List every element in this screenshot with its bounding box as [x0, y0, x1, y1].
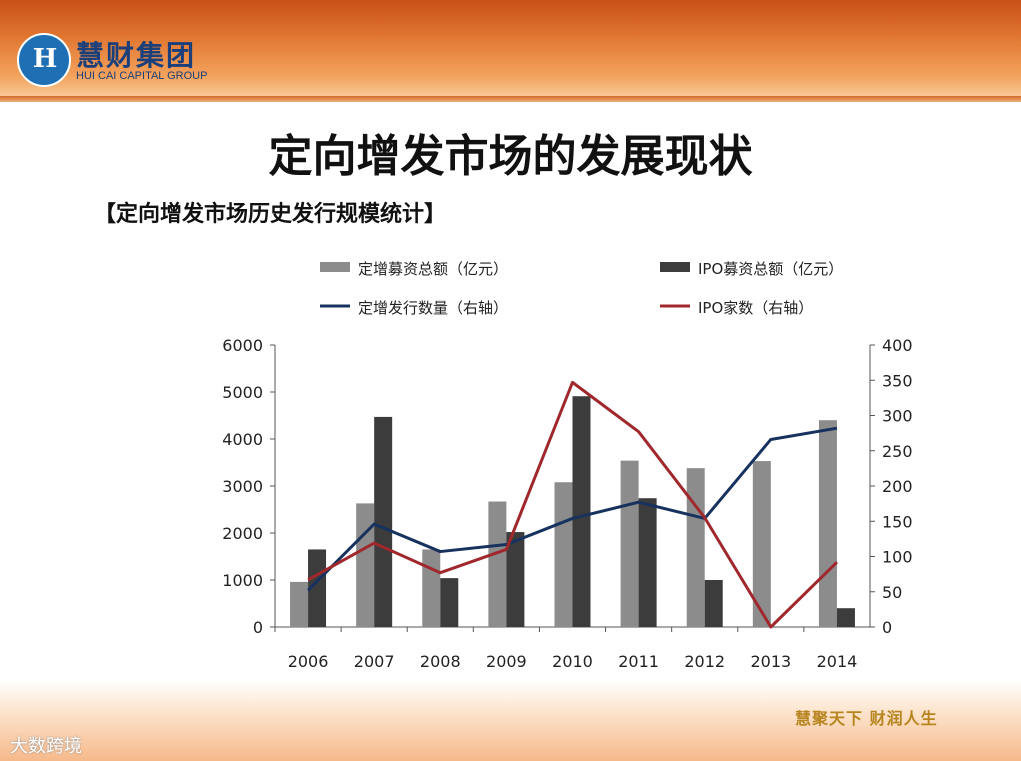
x-tick-label: 2006	[288, 652, 329, 671]
y-left-tick-label: 4000	[222, 430, 263, 449]
bar-private-placement	[818, 420, 837, 627]
bar-private-placement	[290, 581, 309, 627]
bar-private-placement	[356, 503, 375, 627]
bar-private-placement	[686, 468, 705, 627]
x-tick-label: 2010	[552, 652, 593, 671]
y-right-tick-label: 0	[882, 618, 892, 637]
y-left-tick-label: 2000	[222, 524, 263, 543]
y-right-tick-label: 50	[882, 583, 902, 602]
x-tick-label: 2009	[486, 652, 527, 671]
legend-label: 定增发行数量（右轴）	[358, 299, 508, 317]
y-right-tick-label: 250	[882, 442, 913, 461]
y-right-tick-label: 400	[882, 336, 913, 355]
header-banner	[0, 0, 1021, 102]
y-left-tick-label: 6000	[222, 336, 263, 355]
y-right-tick-label: 100	[882, 548, 913, 567]
y-right-tick-label: 300	[882, 407, 913, 426]
legend-label: IPO家数（右轴）	[698, 299, 813, 317]
chart-container: 0 1000 2000 3000 4000 5000 6000 0 50 100 150 200 250…	[160, 232, 930, 682]
bar-ipo	[572, 396, 591, 627]
y-right-tick-label: 200	[882, 477, 913, 496]
company-logo-icon: H	[17, 33, 71, 87]
bar-private-placement	[752, 461, 771, 627]
x-tick-label: 2008	[420, 652, 461, 671]
bar-ipo	[308, 549, 327, 627]
x-tick-label: 2011	[618, 652, 659, 671]
slide-title: 定向增发市场的发展现状	[268, 131, 753, 182]
footer-watermark: 大数跨境	[10, 736, 82, 757]
header-divider	[0, 96, 1021, 102]
company-name-cn: 慧财集团	[76, 39, 197, 72]
legend-label: 定增募资总额（亿元）	[358, 260, 508, 278]
combo-chart: 0 1000 2000 3000 4000 5000 6000 0 50 100 150 200 250…	[222, 260, 913, 671]
y-left-tick-label: 0	[253, 618, 263, 637]
bar-private-placement	[620, 460, 639, 627]
x-tick-label: 2012	[684, 652, 725, 671]
logo-mark-letter: H	[32, 44, 58, 74]
y-left-tick-label: 1000	[222, 571, 263, 590]
bar-ipo	[374, 416, 393, 627]
legend-label: IPO募资总额（亿元）	[698, 260, 843, 278]
bar-ipo	[440, 578, 459, 627]
company-name-en: HUI CAI CAPITAL GROUP	[76, 70, 208, 82]
x-tick-label: 2014	[817, 652, 858, 671]
legend-swatch-bar	[660, 262, 690, 272]
bar-ipo	[836, 608, 855, 627]
footer-slogan: 慧聚天下 财润人生	[795, 709, 938, 728]
x-tick-label: 2013	[750, 652, 791, 671]
y-right-tick-label: 150	[882, 512, 913, 531]
legend-swatch-bar	[320, 262, 350, 272]
bar-ipo	[506, 532, 525, 627]
y-right-tick-label: 350	[882, 371, 913, 390]
x-tick-label: 2007	[354, 652, 395, 671]
y-left-tick-label: 3000	[222, 477, 263, 496]
footer-band	[0, 680, 1021, 761]
line-private-placement-count	[306, 426, 838, 592]
bar-private-placement	[488, 501, 507, 627]
bar-ipo	[704, 580, 723, 627]
y-left-tick-label: 5000	[222, 383, 263, 402]
bar-ipo	[638, 498, 657, 627]
chart-subtitle: 【定向增发市场历史发行规模统计】	[94, 202, 447, 227]
line-ipo-count	[307, 380, 838, 629]
bar-private-placement	[554, 482, 573, 627]
bar-private-placement	[422, 549, 441, 627]
